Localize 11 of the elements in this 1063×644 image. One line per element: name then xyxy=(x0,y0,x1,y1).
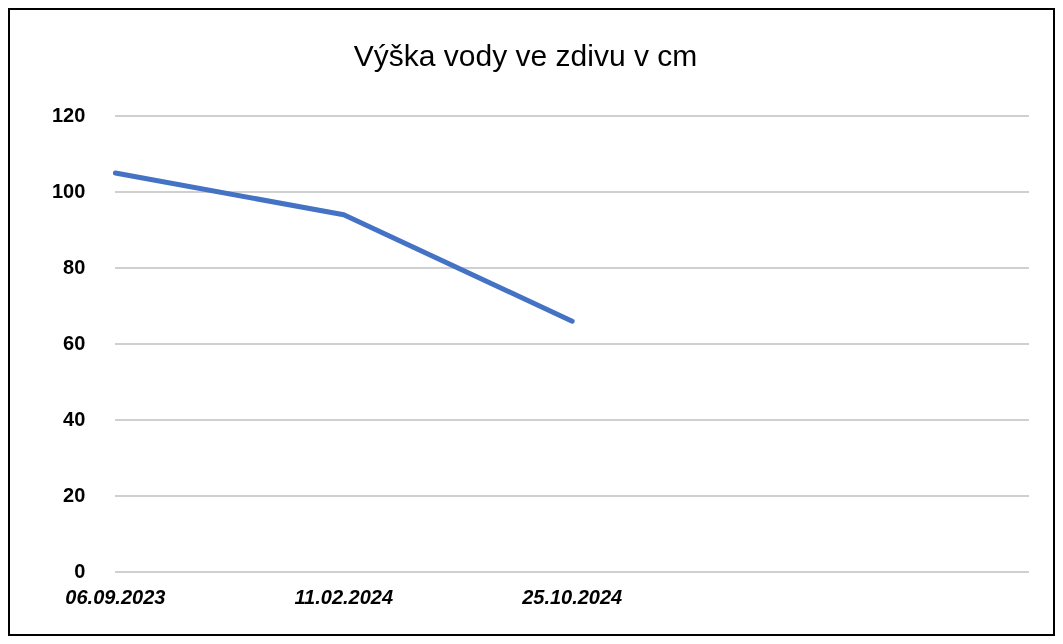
y-tick-label: 0 xyxy=(74,559,86,582)
y-tick-label: 20 xyxy=(63,483,86,506)
chart-title: Výška vody ve zdivu v cm xyxy=(353,39,698,73)
y-tick-label: 40 xyxy=(63,407,86,430)
y-tick-label: 80 xyxy=(63,255,86,278)
y-tick-label: 100 xyxy=(51,179,86,202)
y-tick-label: 60 xyxy=(63,331,86,354)
x-tick-label: 25.10.2024 xyxy=(521,585,623,608)
x-tick-label: 11.02.2024 xyxy=(294,585,394,608)
x-tick-label: 06.09.2023 xyxy=(65,585,166,608)
y-tick-label: 120 xyxy=(51,103,86,126)
